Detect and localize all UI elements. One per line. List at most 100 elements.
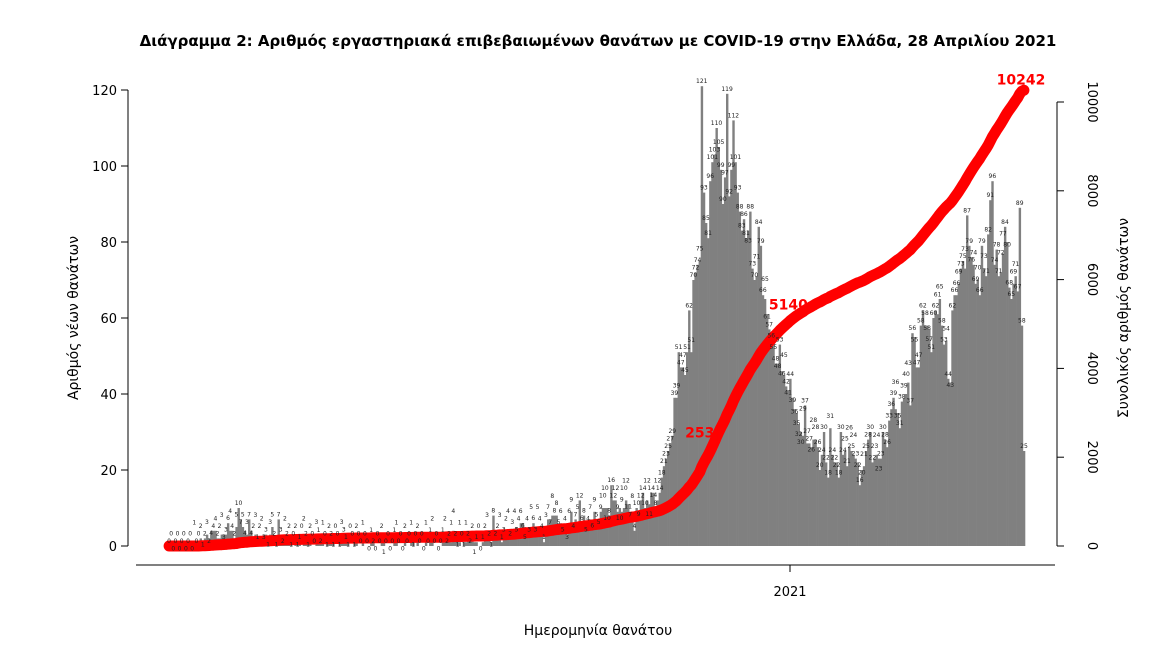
bar bbox=[639, 500, 643, 546]
bar bbox=[681, 367, 685, 546]
bar-value-label: 4 bbox=[213, 515, 217, 522]
bar-value-label: 24 bbox=[829, 447, 837, 454]
bar bbox=[277, 519, 280, 546]
bar-value-label: 4 bbox=[209, 530, 213, 537]
bar bbox=[483, 538, 487, 546]
bar-value-label: 1 bbox=[352, 542, 356, 549]
bar-value-label: 77 bbox=[999, 231, 1007, 238]
bar-value-label: 18 bbox=[835, 470, 843, 477]
bar-value-label: 23 bbox=[852, 451, 860, 458]
bar-value-label: 2 bbox=[308, 523, 312, 530]
bar-value-label: 4 bbox=[506, 508, 510, 515]
bar bbox=[959, 268, 963, 546]
bar-value-label: 2 bbox=[496, 523, 500, 530]
bar-value-label: 1 bbox=[392, 527, 396, 534]
bar-value-label: 87 bbox=[963, 207, 971, 214]
bar bbox=[904, 394, 908, 546]
bar bbox=[471, 538, 474, 546]
bar-value-label: 28 bbox=[881, 432, 889, 439]
bar-value-label: 35 bbox=[793, 420, 801, 427]
bar-value-label: 83 bbox=[744, 237, 752, 244]
bar-value-label: 3 bbox=[220, 512, 224, 519]
bar-value-label: 0 bbox=[426, 538, 430, 545]
bar bbox=[854, 458, 857, 546]
bar bbox=[713, 154, 716, 546]
bar-value-label: 37 bbox=[801, 397, 809, 404]
bar-value-label: 1 bbox=[441, 527, 445, 534]
bar bbox=[511, 534, 514, 546]
bar-value-label: 33 bbox=[885, 413, 893, 420]
bar-value-label: 101 bbox=[730, 154, 742, 161]
bar-value-label: 1 bbox=[266, 542, 270, 549]
bar-value-label: 68 bbox=[1005, 280, 1013, 287]
y-tick-label: 80 bbox=[100, 236, 117, 251]
bar bbox=[648, 504, 651, 546]
bar-value-label: 31 bbox=[896, 420, 904, 427]
bar bbox=[982, 268, 986, 546]
bar-value-label: 1 bbox=[325, 542, 329, 549]
bar bbox=[226, 523, 230, 546]
y2-tick-label: 2000 bbox=[1084, 441, 1099, 474]
bar-value-label: 9 bbox=[592, 496, 596, 503]
bar-value-label: 12 bbox=[610, 492, 618, 499]
bar bbox=[450, 542, 453, 546]
bar-value-label: 62 bbox=[949, 302, 957, 309]
bar bbox=[572, 530, 575, 546]
bar-value-label: 1 bbox=[338, 542, 342, 549]
bar-value-label: 4 bbox=[230, 523, 234, 530]
bar-value-label: 72 bbox=[692, 264, 700, 271]
bar-value-label: 78 bbox=[993, 242, 1001, 249]
bar bbox=[843, 451, 847, 546]
bar bbox=[881, 432, 885, 546]
bar-value-label: 7 bbox=[588, 504, 592, 511]
bar bbox=[894, 409, 897, 546]
bar bbox=[669, 443, 672, 546]
bar-value-label: 10 bbox=[633, 500, 641, 507]
bar-value-label: 61 bbox=[934, 291, 942, 298]
bar bbox=[673, 397, 676, 546]
bar-value-label: 4 bbox=[243, 530, 247, 537]
bar bbox=[473, 542, 476, 546]
bar bbox=[393, 542, 396, 546]
bar bbox=[928, 329, 931, 546]
bar bbox=[934, 310, 937, 546]
bar-value-label: 0 bbox=[171, 545, 175, 552]
bar-value-label: 37 bbox=[906, 397, 914, 404]
bar bbox=[210, 530, 213, 546]
bar-value-label: 8 bbox=[582, 508, 586, 515]
bar-value-label: 28 bbox=[864, 432, 872, 439]
bar-value-label: 0 bbox=[439, 538, 443, 545]
bar-value-label: 21 bbox=[860, 451, 868, 458]
bar bbox=[747, 230, 750, 546]
bar-value-label: 58 bbox=[938, 318, 946, 325]
bar bbox=[711, 162, 714, 546]
bar-value-label: 1 bbox=[331, 542, 335, 549]
bar-value-label: 4 bbox=[538, 515, 542, 522]
bar bbox=[938, 299, 942, 546]
bar-value-label: 5 bbox=[270, 512, 274, 519]
bar-value-label: 2 bbox=[487, 530, 491, 537]
bar-value-label: 1 bbox=[296, 542, 300, 549]
bar-value-label: 9 bbox=[620, 496, 624, 503]
bar-value-label: 93 bbox=[734, 185, 742, 192]
bar bbox=[976, 280, 979, 546]
bar bbox=[831, 454, 834, 546]
bar bbox=[801, 435, 805, 546]
bar bbox=[917, 367, 921, 546]
bar-value-label: 47 bbox=[913, 359, 921, 366]
bar bbox=[829, 428, 832, 546]
bar bbox=[1012, 283, 1015, 546]
bar-value-label: 8 bbox=[630, 493, 634, 500]
bar-value-label: 20 bbox=[858, 469, 866, 476]
bar bbox=[469, 538, 472, 546]
bar-value-label: 0 bbox=[373, 545, 377, 552]
bar-value-label: 62 bbox=[685, 302, 693, 309]
bar bbox=[995, 249, 998, 546]
bar-value-label: 112 bbox=[728, 112, 740, 119]
bar bbox=[784, 386, 788, 546]
bar bbox=[395, 542, 398, 546]
bar bbox=[1014, 276, 1017, 546]
bar-value-label: 0 bbox=[184, 545, 188, 552]
bar bbox=[810, 447, 813, 546]
bar bbox=[675, 397, 678, 546]
